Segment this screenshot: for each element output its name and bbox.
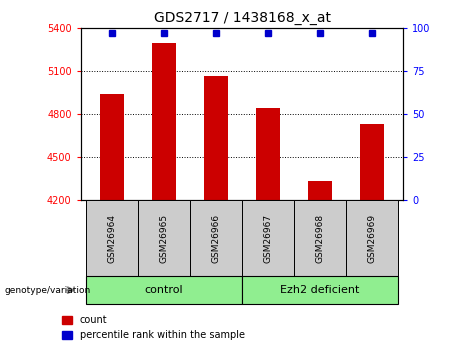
Bar [152,43,176,200]
Text: GSM26969: GSM26969 [367,214,377,263]
Bar [242,200,294,276]
Bar [256,108,280,200]
Bar [242,276,398,304]
Bar [308,181,332,200]
Text: Ezh2 deficient: Ezh2 deficient [280,285,360,295]
Text: GSM26967: GSM26967 [264,214,272,263]
Bar [86,200,138,276]
Bar [361,124,384,200]
Text: GSM26965: GSM26965 [160,214,168,263]
Bar [100,94,124,200]
Text: GSM26964: GSM26964 [107,214,117,263]
Bar [86,276,242,304]
Text: control: control [145,285,183,295]
Bar [138,200,190,276]
Text: genotype/variation: genotype/variation [5,286,91,295]
Bar [190,200,242,276]
Text: GSM26966: GSM26966 [212,214,220,263]
Bar [204,77,228,200]
Bar [294,200,346,276]
Bar [346,200,398,276]
Legend: count, percentile rank within the sample: count, percentile rank within the sample [63,315,245,340]
Text: GSM26968: GSM26968 [316,214,325,263]
Title: GDS2717 / 1438168_x_at: GDS2717 / 1438168_x_at [154,11,331,25]
